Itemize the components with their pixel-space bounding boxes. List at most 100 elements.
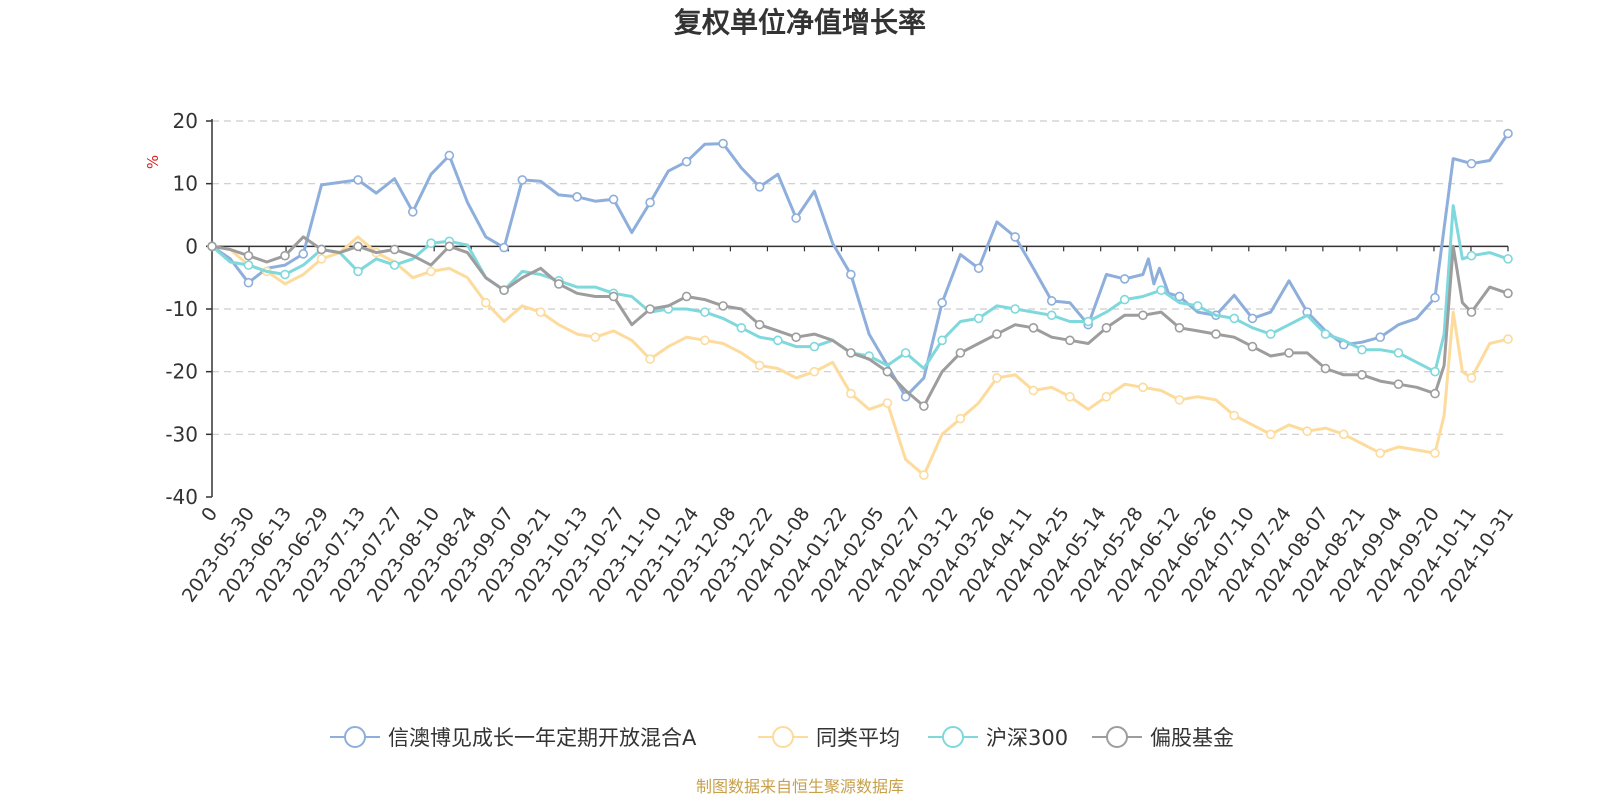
series-4 xyxy=(207,235,1513,411)
data-point xyxy=(992,373,1002,383)
data-point xyxy=(207,241,217,252)
data-point xyxy=(992,329,1002,339)
grid-lines xyxy=(212,120,1508,435)
data-point xyxy=(973,263,984,274)
legend-item[interactable]: 沪深300 xyxy=(928,726,1068,750)
data-point xyxy=(389,260,400,270)
data-point xyxy=(1302,426,1313,437)
data-point xyxy=(1010,232,1020,242)
data-point xyxy=(1430,292,1440,303)
data-point xyxy=(846,388,856,399)
y-tick-label: -30 xyxy=(165,422,198,446)
data-point xyxy=(1265,329,1276,339)
data-point xyxy=(681,156,692,167)
y-tick-label: 20 xyxy=(173,109,198,133)
data-point xyxy=(1174,395,1185,405)
data-point xyxy=(1211,329,1221,339)
y-tick-label: 0 xyxy=(185,234,198,258)
data-point xyxy=(718,138,728,149)
data-point xyxy=(955,348,966,358)
data-point xyxy=(444,150,455,161)
data-point xyxy=(1320,329,1331,339)
data-point xyxy=(1466,307,1477,317)
series-lines xyxy=(207,128,1513,480)
data-point xyxy=(444,241,455,252)
data-point xyxy=(809,366,820,377)
x-axis-ticks: 02023-05-302023-06-132023-06-292023-07-1… xyxy=(178,246,1518,606)
y-tick-label: -40 xyxy=(165,485,198,509)
data-point xyxy=(1247,313,1258,324)
data-point xyxy=(1138,382,1148,393)
data-point xyxy=(1101,391,1112,402)
data-point xyxy=(937,335,947,346)
data-point xyxy=(554,279,564,289)
data-point xyxy=(1430,388,1440,399)
legend-label: 同类平均 xyxy=(816,726,900,750)
data-point xyxy=(900,391,911,402)
legend[interactable]: 信澳博见成长一年定期开放混合A 同类平均 沪深300 偏股基金 xyxy=(330,726,1234,750)
data-point xyxy=(608,194,619,205)
data-point xyxy=(791,213,801,223)
data-point xyxy=(645,197,655,208)
data-point xyxy=(572,192,582,202)
data-point xyxy=(955,413,966,424)
series-3 xyxy=(207,204,1513,377)
data-point xyxy=(1466,250,1477,261)
data-point xyxy=(645,304,655,314)
data-point xyxy=(754,360,765,371)
data-point xyxy=(426,266,436,277)
legend-item[interactable]: 信澳博见成长一年定期开放混合A xyxy=(330,726,697,750)
data-point xyxy=(1119,274,1130,284)
legend-item[interactable]: 偏股基金 xyxy=(1092,726,1234,750)
x-tick-label: 0 xyxy=(197,503,222,526)
data-point xyxy=(973,313,984,324)
data-point xyxy=(1320,363,1331,374)
data-point xyxy=(1229,410,1239,421)
data-point xyxy=(1192,301,1203,311)
data-point xyxy=(919,401,929,411)
data-point xyxy=(700,335,710,346)
y-tick-label: -10 xyxy=(165,297,198,321)
data-point xyxy=(1357,369,1367,380)
data-point xyxy=(499,242,509,253)
data-point xyxy=(1156,285,1166,296)
legend-label: 偏股基金 xyxy=(1150,726,1234,750)
series-1 xyxy=(207,128,1513,402)
data-point xyxy=(1065,391,1075,402)
y-axis-label: % xyxy=(144,155,162,169)
legend-label: 沪深300 xyxy=(986,726,1068,750)
data-point xyxy=(1265,429,1276,440)
data-point xyxy=(1284,348,1294,358)
data-point xyxy=(1229,313,1239,324)
data-point xyxy=(882,366,893,377)
data-point xyxy=(535,307,546,317)
data-point xyxy=(700,307,710,317)
data-point xyxy=(1138,310,1148,321)
data-point xyxy=(353,266,363,277)
data-point xyxy=(389,244,400,255)
data-point xyxy=(1247,341,1258,352)
data-point xyxy=(1357,344,1367,355)
data-point xyxy=(1393,348,1404,358)
data-point xyxy=(316,254,327,264)
data-point xyxy=(882,398,893,408)
data-point xyxy=(1119,294,1130,305)
data-point xyxy=(809,341,820,352)
data-point xyxy=(1338,429,1349,440)
data-point xyxy=(1083,316,1093,327)
data-point xyxy=(1375,332,1386,343)
data-point xyxy=(316,244,327,255)
data-point xyxy=(1466,158,1477,169)
legend-swatch-marker xyxy=(1106,726,1128,748)
legend-swatch-marker xyxy=(772,726,794,748)
data-point xyxy=(1393,379,1404,390)
data-point xyxy=(353,241,363,252)
data-point xyxy=(900,348,911,358)
data-point xyxy=(846,348,856,358)
legend-item[interactable]: 同类平均 xyxy=(758,726,900,750)
data-point xyxy=(1028,322,1039,333)
data-point xyxy=(791,332,801,343)
data-point xyxy=(499,285,509,296)
data-point xyxy=(407,207,418,217)
data-point xyxy=(1430,366,1440,377)
